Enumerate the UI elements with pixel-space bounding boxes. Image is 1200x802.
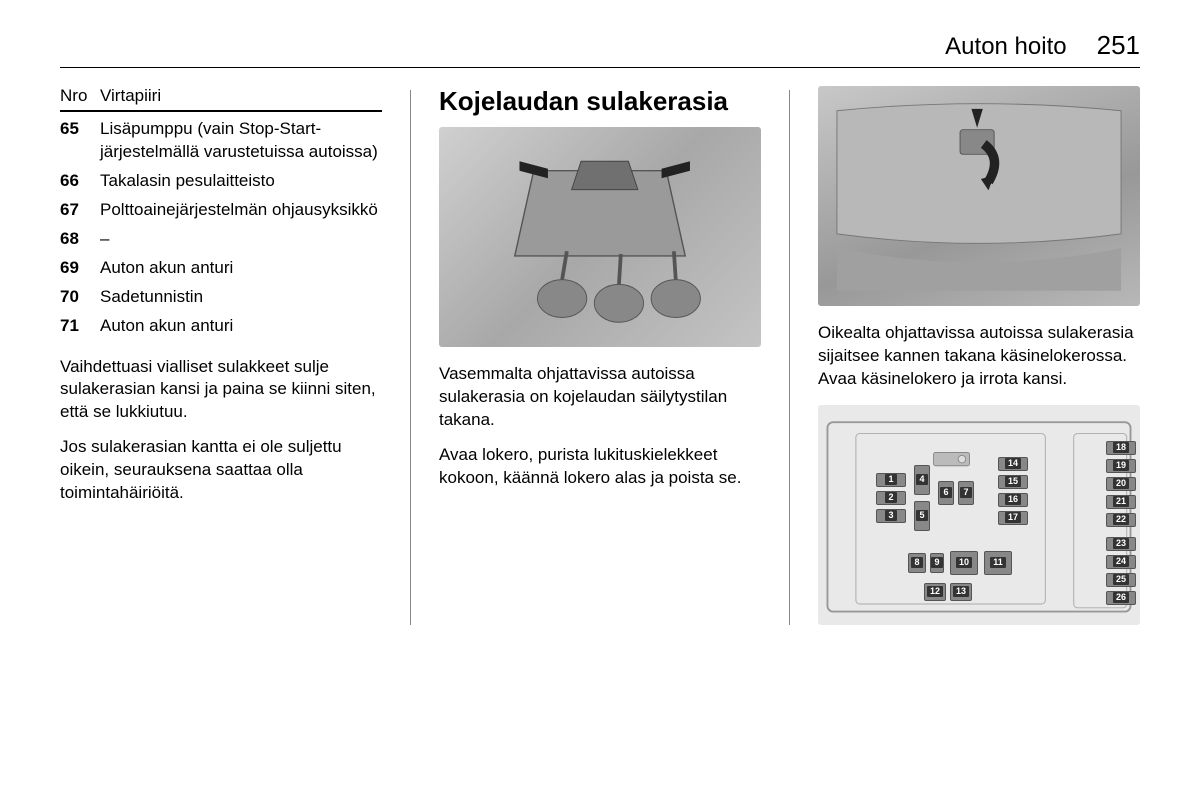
fuse-box: 9: [930, 553, 944, 573]
fuse-box: 20: [1106, 477, 1136, 491]
col3-paragraph-1: Oikealta ohjattavissa autoissa sulakeras…: [818, 322, 1140, 391]
table-head-virtapiiri: Virtapiiri: [100, 86, 161, 106]
table-row: 66Takalasin pesulaitteisto: [60, 170, 382, 193]
col2-paragraph-2: Avaa lokero, purista lukituskielekkeet k…: [439, 444, 761, 490]
fuse-box: 2: [876, 491, 906, 505]
fuse-box: 24: [1106, 555, 1136, 569]
fuse-box: 12: [924, 583, 946, 601]
fuse-box: 8: [908, 553, 926, 573]
fuse-box: 25: [1106, 573, 1136, 587]
table-cell-value: Sadetunnistin: [100, 286, 382, 309]
fuse-box: 13: [950, 583, 972, 601]
column-2: Kojelaudan sulakerasia Vasemmalta ohjatt…: [439, 86, 761, 625]
table-cell-nro: 69: [60, 257, 100, 280]
fuse-box: 6: [938, 481, 954, 505]
table-cell-nro: 66: [60, 170, 100, 193]
table-row: 71Auton akun anturi: [60, 315, 382, 338]
fuse-box: 17: [998, 511, 1028, 525]
table-row: 65Lisäpumppu (vain Stop-Start-järjestelm…: [60, 118, 382, 164]
fuse-box: 15: [998, 475, 1028, 489]
fuse-box: 18: [1106, 441, 1136, 455]
table-cell-value: Auton akun anturi: [100, 257, 382, 280]
header-title: Auton hoito: [945, 33, 1066, 61]
col1-paragraph-1: Vaihdettuasi vialliset sulakkeet sulje s…: [60, 356, 382, 425]
figure-fuse-layout-diagram: 1234567891011121314151617181920212223242…: [818, 405, 1140, 625]
table-cell-nro: 71: [60, 315, 100, 338]
table-cell-nro: 65: [60, 118, 100, 164]
fuse-table-head: Nro Virtapiiri: [60, 86, 382, 112]
table-row: 69Auton akun anturi: [60, 257, 382, 280]
fuse-box: 3: [876, 509, 906, 523]
fuse-box: 1: [876, 473, 906, 487]
fuse-box: 5: [914, 501, 930, 531]
content-columns: Nro Virtapiiri 65Lisäpumppu (vain Stop-S…: [60, 86, 1140, 625]
fuse-box: 23: [1106, 537, 1136, 551]
fuse-box: 16: [998, 493, 1028, 507]
fuse-box: 26: [1106, 591, 1136, 605]
fuse-box: 19: [1106, 459, 1136, 473]
table-cell-nro: 70: [60, 286, 100, 309]
fuse-box: 4: [914, 465, 930, 495]
fuse-box: 14: [998, 457, 1028, 471]
column-3: Oikealta ohjattavissa autoissa sulakeras…: [818, 86, 1140, 625]
table-cell-value: Takalasin pesulaitteisto: [100, 170, 382, 193]
page-header: Auton hoito 251: [60, 30, 1140, 68]
fuse-box: 7: [958, 481, 974, 505]
header-page-number: 251: [1097, 30, 1140, 61]
fuse-box: 21: [1106, 495, 1136, 509]
col2-heading: Kojelaudan sulakerasia: [439, 86, 761, 117]
table-cell-nro: 68: [60, 228, 100, 251]
fuse-box: 22: [1106, 513, 1136, 527]
fuse-box: 10: [950, 551, 978, 575]
fuse-table-body: 65Lisäpumppu (vain Stop-Start-järjestelm…: [60, 118, 382, 344]
col2-paragraph-1: Vasemmalta ohjattavissa autoissa sulaker…: [439, 363, 761, 432]
table-cell-value: Auton akun anturi: [100, 315, 382, 338]
figure-fusebox-left-drive: [439, 127, 761, 347]
table-cell-value: Polttoainejärjestelmän ohjausyksikkö: [100, 199, 382, 222]
column-divider: [789, 90, 790, 625]
figure-glovebox: [818, 86, 1140, 306]
column-1: Nro Virtapiiri 65Lisäpumppu (vain Stop-S…: [60, 86, 382, 625]
table-head-nro: Nro: [60, 86, 100, 106]
table-row: 67Polttoainejärjestelmän ohjausyksikkö: [60, 199, 382, 222]
table-cell-nro: 67: [60, 199, 100, 222]
col1-paragraph-2: Jos sulakerasian kantta ei ole suljettu …: [60, 436, 382, 505]
column-divider: [410, 90, 411, 625]
table-cell-value: Lisäpumppu (vain Stop-Start-järjestelmäl…: [100, 118, 382, 164]
fuse-box: 11: [984, 551, 1012, 575]
table-cell-value: –: [100, 228, 382, 251]
table-row: 68–: [60, 228, 382, 251]
table-row: 70Sadetunnistin: [60, 286, 382, 309]
